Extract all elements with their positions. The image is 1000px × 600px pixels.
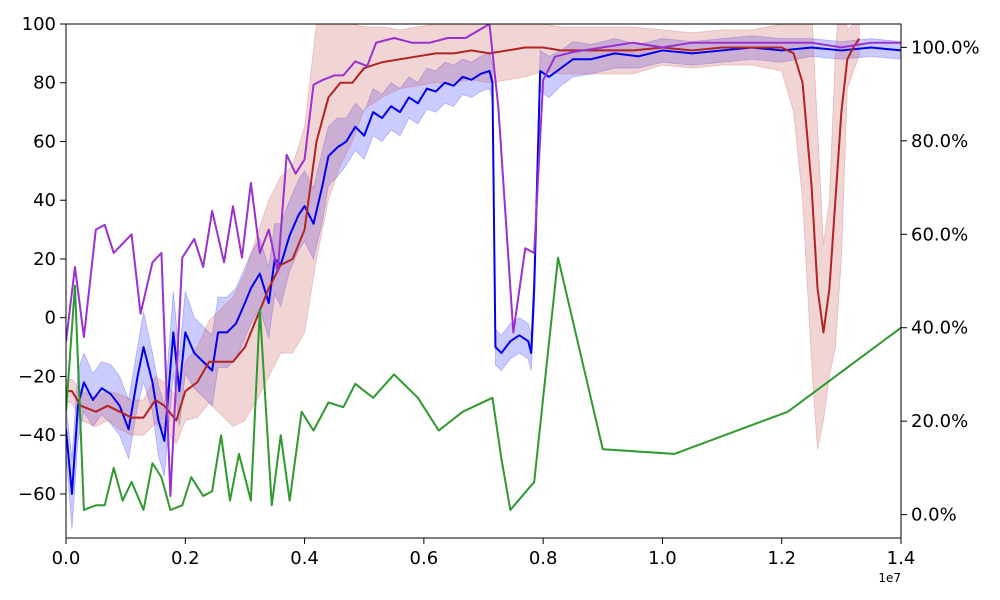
y-left-tick-label: 0 [45,308,56,329]
x-axis-exponent-label: 1e7 [878,571,901,585]
y-right-tick-label: 80.0% [911,131,968,152]
y-right-tick-label: 0.0% [911,505,957,526]
series-1-line [66,46,901,495]
x-tick-label: 1.0 [648,548,677,569]
y-right-tick-label: 100.0% [911,37,980,58]
series-2-band [66,24,860,450]
x-tick-label: 1.4 [887,548,916,569]
y-left-tick-label: −20 [18,366,56,387]
x-tick-label: 0.8 [529,548,558,569]
series-3-line [66,24,901,497]
x-tick-label: 1.2 [767,548,796,569]
y-left-tick-label: 40 [33,190,56,211]
series-2-line [66,38,861,422]
y-right-tick-label: 40.0% [911,318,968,339]
y-axis-left: −60 −40 −20 0 20 40 60 80 100 [18,14,66,505]
y-axis-right: 0.0% 20.0% 40.0% 60.0% 80.0% 100.0% [901,37,980,526]
x-tick-label: 0.6 [410,548,439,569]
x-axis: 0.0 0.2 0.4 0.6 0.8 1.0 1.2 1.4 [52,538,916,569]
y-right-tick-label: 60.0% [911,224,968,245]
series-lines [66,24,901,511]
y-left-tick-label: 20 [33,249,56,270]
x-tick-label: 0.2 [171,548,200,569]
series-1-band [66,35,901,530]
series-4-line [66,256,901,511]
y-left-tick-label: −60 [18,484,56,505]
x-tick-label: 0.4 [290,548,319,569]
y-left-tick-label: 80 [33,73,56,94]
y-left-tick-label: 100 [22,14,56,35]
shaded-bands [66,24,901,530]
y-left-tick-label: 60 [33,131,56,152]
plot-frame [65,23,902,539]
y-right-tick-label: 20.0% [911,411,968,432]
y-left-tick-label: −40 [18,425,56,446]
x-tick-label: 0.0 [52,548,81,569]
